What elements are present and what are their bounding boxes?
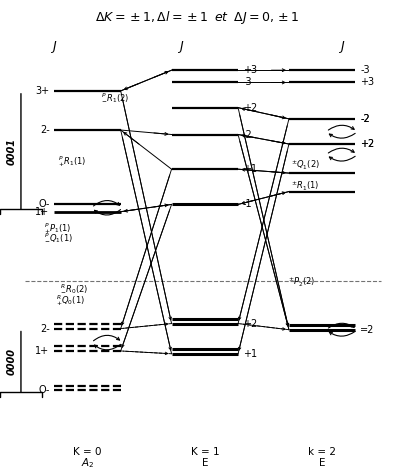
Text: 2-: 2-: [40, 324, 50, 333]
Text: $^P_{+}P_1(1)$: $^P_{+}P_1(1)$: [45, 221, 72, 236]
Text: +1: +1: [243, 164, 257, 174]
Text: O-: O-: [38, 385, 50, 395]
Text: $^{\pm}R_1(1)$: $^{\pm}R_1(1)$: [291, 179, 319, 193]
Text: K = 0: K = 0: [73, 447, 102, 456]
Text: $^P_{+}R_1(1)$: $^P_{+}R_1(1)$: [58, 154, 86, 169]
Text: +2: +2: [360, 139, 374, 149]
Text: J: J: [52, 40, 56, 53]
Text: =2: =2: [360, 324, 375, 335]
Text: +3: +3: [243, 65, 257, 75]
Text: $\Delta K=\pm1,\Delta l=\pm1\;\;et\;\;\Delta J=0,\pm1$: $\Delta K=\pm1,\Delta l=\pm1\;\;et\;\;\D…: [95, 9, 299, 26]
Text: 2-: 2-: [40, 125, 50, 135]
Text: $^R_{+}Q_0(1)$: $^R_{+}Q_0(1)$: [56, 293, 85, 308]
Text: +2: +2: [360, 139, 374, 149]
Text: $^{\pm}Q_1(2)$: $^{\pm}Q_1(2)$: [291, 159, 320, 173]
Text: 0001: 0001: [6, 138, 16, 165]
Text: 3+: 3+: [35, 86, 50, 96]
Text: +1: +1: [243, 349, 257, 359]
Text: J: J: [180, 40, 183, 53]
Text: -2: -2: [360, 114, 370, 124]
Text: $^P_{-}Q_1(1)$: $^P_{-}Q_1(1)$: [45, 231, 73, 244]
Text: $A_2$: $A_2$: [81, 456, 94, 470]
Text: 1+: 1+: [35, 207, 50, 217]
Text: J: J: [340, 40, 344, 53]
Text: +2: +2: [243, 103, 257, 113]
Text: -2: -2: [243, 130, 253, 140]
Text: O-: O-: [38, 199, 50, 209]
Text: -3: -3: [360, 65, 370, 75]
Text: $^{\pm}P_2(2)$: $^{\pm}P_2(2)$: [288, 276, 315, 289]
Text: K = 1: K = 1: [191, 447, 219, 456]
Text: E: E: [319, 458, 325, 468]
Text: k = 2: k = 2: [308, 447, 336, 456]
Text: -2: -2: [360, 114, 370, 124]
Text: 0000: 0000: [6, 348, 16, 375]
Text: -1: -1: [243, 200, 253, 210]
Text: E: E: [202, 458, 208, 468]
Text: +3: +3: [360, 78, 374, 88]
Text: 1+: 1+: [35, 346, 50, 356]
Text: +2: +2: [243, 318, 257, 329]
Text: $^P_{-}R_1(2)$: $^P_{-}R_1(2)$: [101, 91, 129, 104]
Text: $^R_{-}R_0(2)$: $^R_{-}R_0(2)$: [60, 282, 88, 295]
Text: -3: -3: [243, 78, 253, 88]
